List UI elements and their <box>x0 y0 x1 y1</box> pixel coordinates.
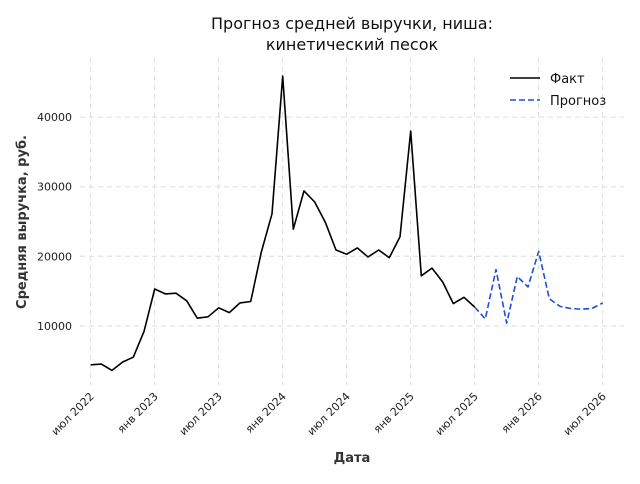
x-tick-label: июл 2026 <box>561 390 609 438</box>
y-tick-label: 30000 <box>37 181 72 194</box>
x-tick-label: янв 2023 <box>115 390 161 436</box>
x-tick-label: янв 2025 <box>371 390 417 436</box>
series-line-0 <box>90 75 476 372</box>
series-layer <box>90 75 604 372</box>
legend: Факт Прогноз <box>510 72 606 109</box>
x-tick-label: июл 2025 <box>433 390 481 438</box>
x-tick-label: июл 2024 <box>305 390 353 438</box>
chart-title-line-1: Прогноз средней выручки, ниша: <box>211 14 493 33</box>
series-line-1 <box>474 250 604 324</box>
y-tick-label: 10000 <box>37 320 72 333</box>
y-tick-label: 20000 <box>37 250 72 263</box>
y-axis-label: Средняя выручка, руб. <box>15 135 30 309</box>
y-axis: 10000 20000 30000 40000 <box>37 111 72 333</box>
x-tick-label: янв 2024 <box>243 390 289 436</box>
x-tick-label: июл 2023 <box>177 390 225 438</box>
grid-layer <box>80 58 624 385</box>
legend-label: Прогноз <box>550 94 606 109</box>
x-tick-label: янв 2026 <box>499 390 545 436</box>
x-axis-label: Дата <box>334 451 371 466</box>
y-tick-label: 40000 <box>37 111 72 124</box>
x-tick-label: июл 2022 <box>49 390 97 438</box>
x-axis: июл 2022 янв 2023 июл 2023 янв 2024 июл 2024… <box>49 390 609 438</box>
chart-title-line-2: кинетический песок <box>266 35 439 54</box>
legend-label: Факт <box>550 72 585 87</box>
